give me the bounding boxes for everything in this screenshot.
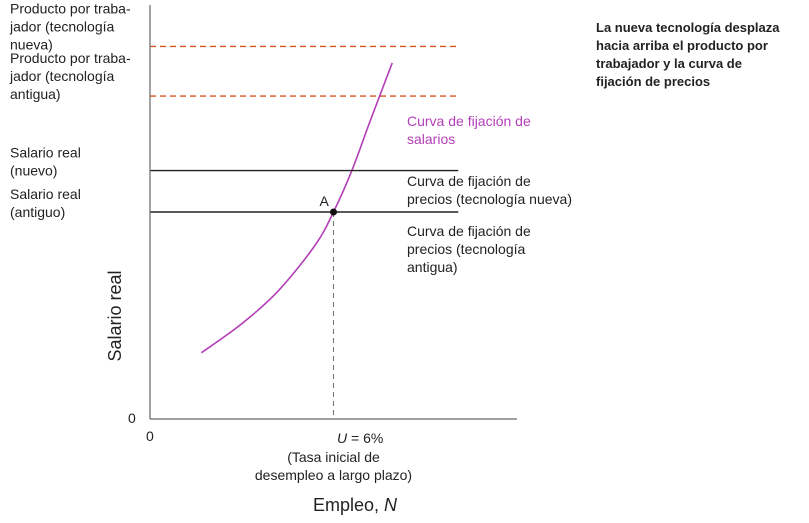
origin-y-label: 0 xyxy=(128,410,136,426)
y-label-wage_old-line: Salario real xyxy=(10,186,81,202)
y-label-wage_new-line: (nuevo) xyxy=(10,163,57,179)
wage-setting-curve xyxy=(200,62,393,354)
x-annotation-note: (Tasa inicial de desempleo a largo plazo) xyxy=(255,449,412,483)
x-annotation-line: (Tasa inicial de xyxy=(287,449,380,465)
annotation-line: trabajador y la curva de xyxy=(596,56,742,71)
y-label-wage_new-line: Salario real xyxy=(10,145,81,161)
annotation-note: La nueva tecnología desplaza hacia arriba… xyxy=(596,20,780,89)
origin-x-label: 0 xyxy=(146,428,154,444)
y-label-wage_old: Salario real (antiguo) xyxy=(10,186,81,220)
x-annotation-line: desempleo a largo plazo) xyxy=(255,467,412,483)
y-label-prod_old: Producto por traba-jador (tecnología anti… xyxy=(9,50,131,102)
unemployment-symbol: U xyxy=(337,430,348,446)
y-label-prod_new-line: jador (tecnología xyxy=(9,18,115,34)
y-label-prod_new: Producto por traba-jador (tecnología nuev… xyxy=(9,0,131,52)
y-axis-title: Salario real xyxy=(105,270,125,361)
y-label-prod_old-line: jador (tecnología xyxy=(9,68,115,84)
series-label-0-line: Curva de fijación de xyxy=(407,113,531,129)
x-axis-title-symbol: N xyxy=(384,495,398,515)
annotation-line: hacia arriba el producto por xyxy=(596,38,768,53)
point-marker xyxy=(330,208,337,216)
y-label-prod_old-line: antigua) xyxy=(10,86,61,102)
annotation-line: La nueva tecnología desplaza xyxy=(596,20,780,35)
y-label-prod_old-line: Producto por traba- xyxy=(10,50,131,66)
series-label-2-line: precios (tecnología xyxy=(407,241,526,257)
curves xyxy=(150,62,459,354)
x-annotation-value: U = 6% xyxy=(337,430,383,446)
series-label-2-line: Curva de fijación de xyxy=(407,223,531,239)
point-label: A xyxy=(320,193,330,209)
series-label-2: Curva de fijación de precios (tecnología a… xyxy=(407,223,531,275)
series-label-1-line: Curva de fijación de xyxy=(407,173,531,189)
product-lines xyxy=(150,45,459,97)
series-label-0-line: salarios xyxy=(407,131,455,147)
axes xyxy=(149,5,517,420)
y-label-wage_old-line: (antiguo) xyxy=(10,204,65,220)
series-label-1-line: precios (tecnología nueva) xyxy=(407,191,572,207)
y-label-prod_new-line: Producto por traba- xyxy=(10,0,131,16)
unemployment-value: = 6% xyxy=(347,430,383,446)
y-level-labels: Producto por traba-jador (tecnología nuev… xyxy=(9,0,131,220)
series-label-0: Curva de fijación de salarios xyxy=(407,113,531,147)
series-label-1: Curva de fijación de precios (tecnología … xyxy=(407,173,572,207)
series-label-2-line: antigua) xyxy=(407,259,458,275)
annotation-line: fijación de precios xyxy=(596,74,710,89)
y-label-wage_new: Salario real (nuevo) xyxy=(10,145,81,179)
x-axis-title: Empleo, N xyxy=(313,495,398,515)
equilibrium-point: A xyxy=(320,193,337,419)
y-label-prod_new-line: nueva) xyxy=(10,36,53,52)
x-axis-title-text: Empleo, xyxy=(313,495,384,515)
